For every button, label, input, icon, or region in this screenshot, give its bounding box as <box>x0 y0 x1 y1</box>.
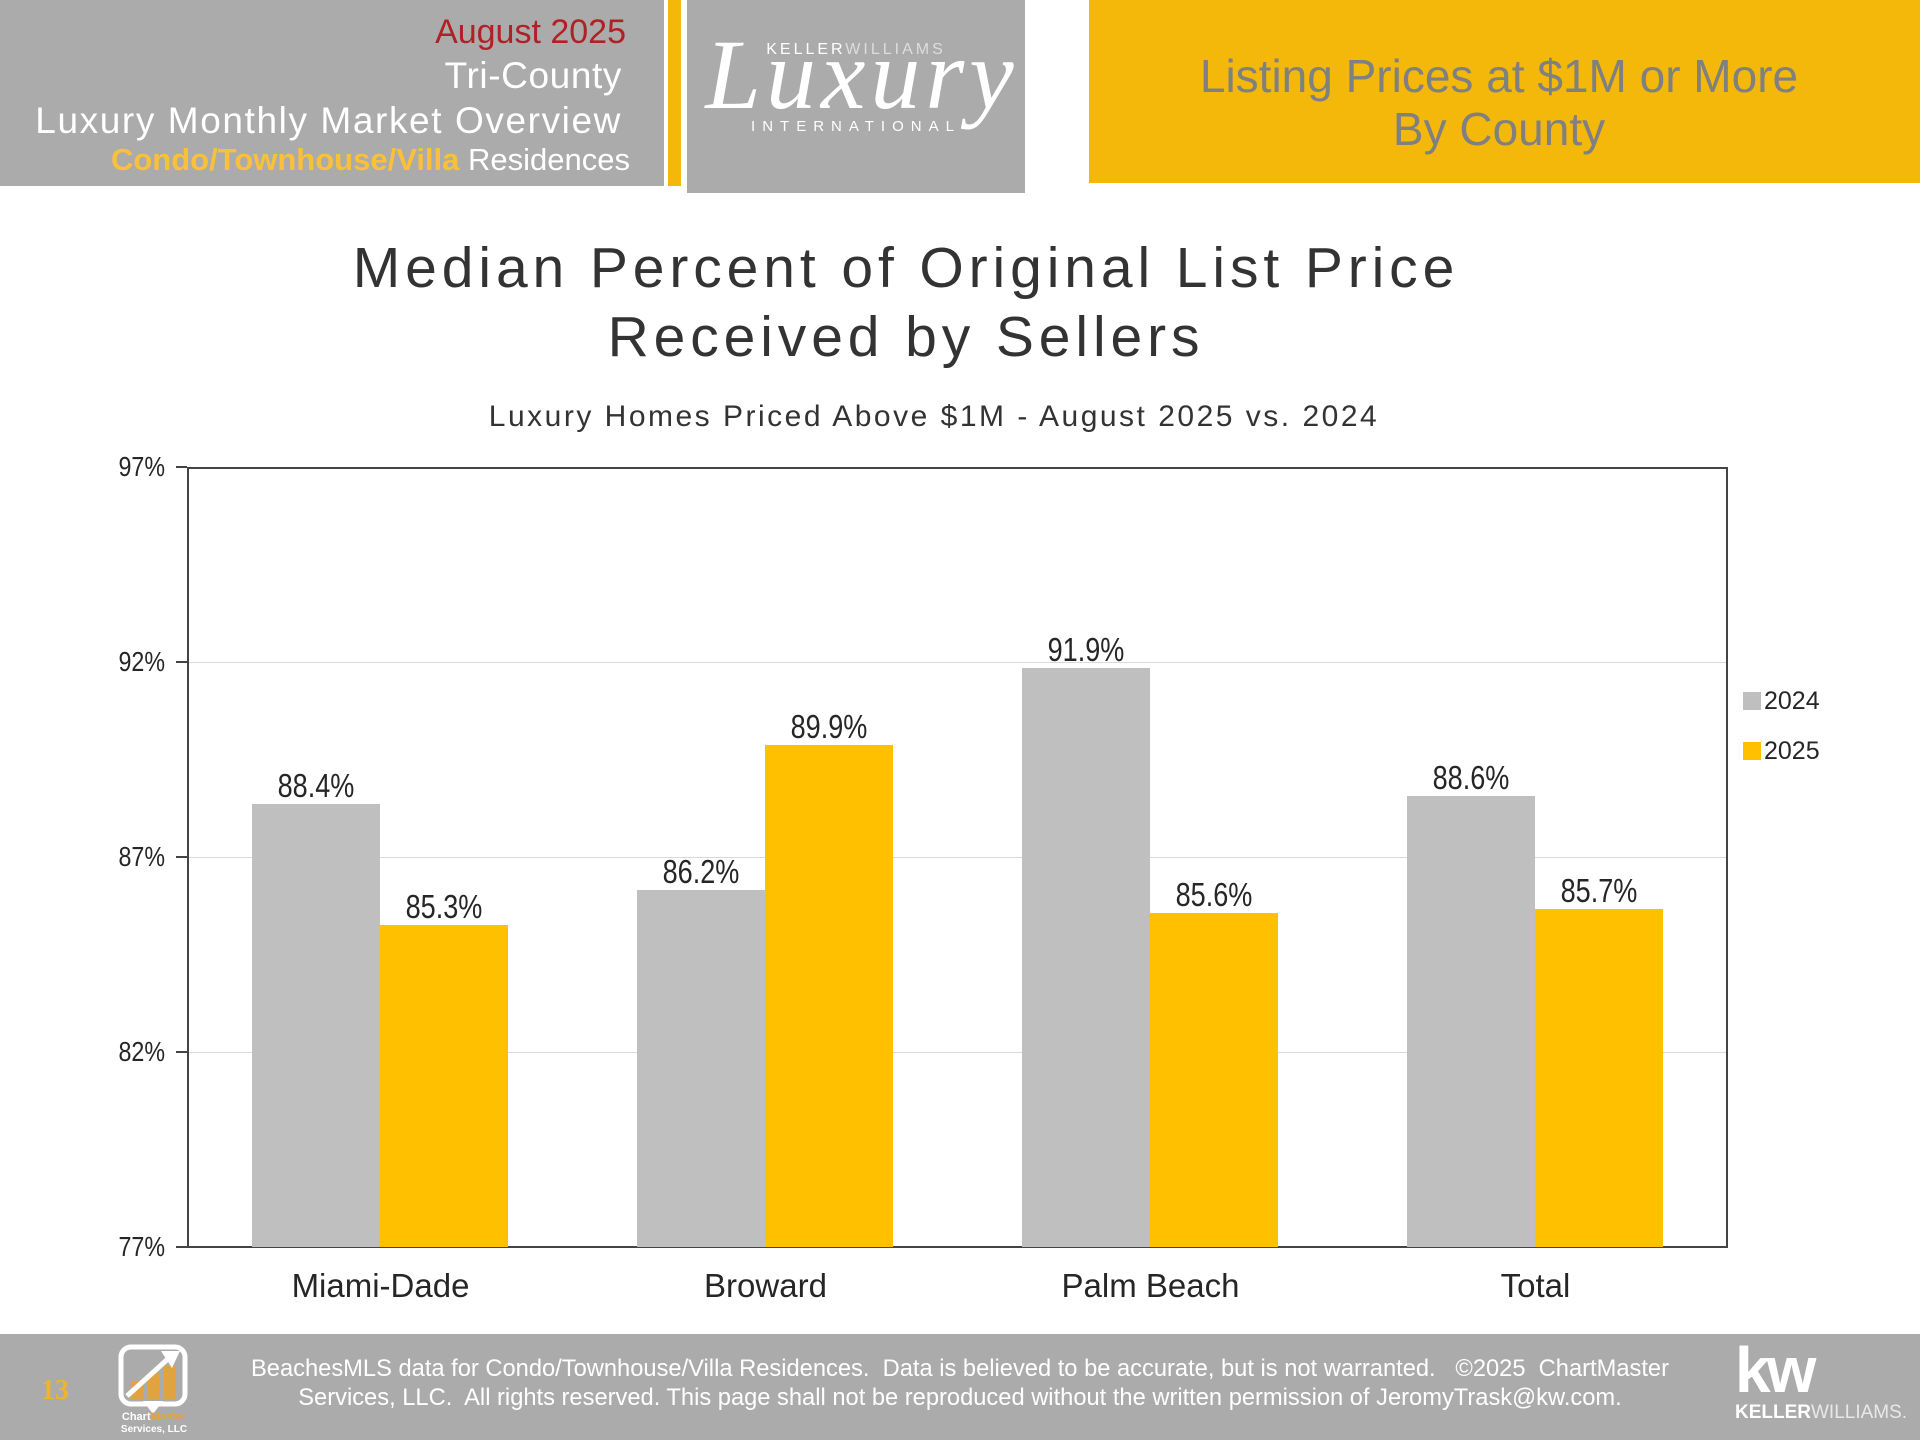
svg-text:ChartMaster: ChartMaster <box>122 1411 187 1423</box>
svg-text:Services, LLC: Services, LLC <box>121 1424 187 1435</box>
